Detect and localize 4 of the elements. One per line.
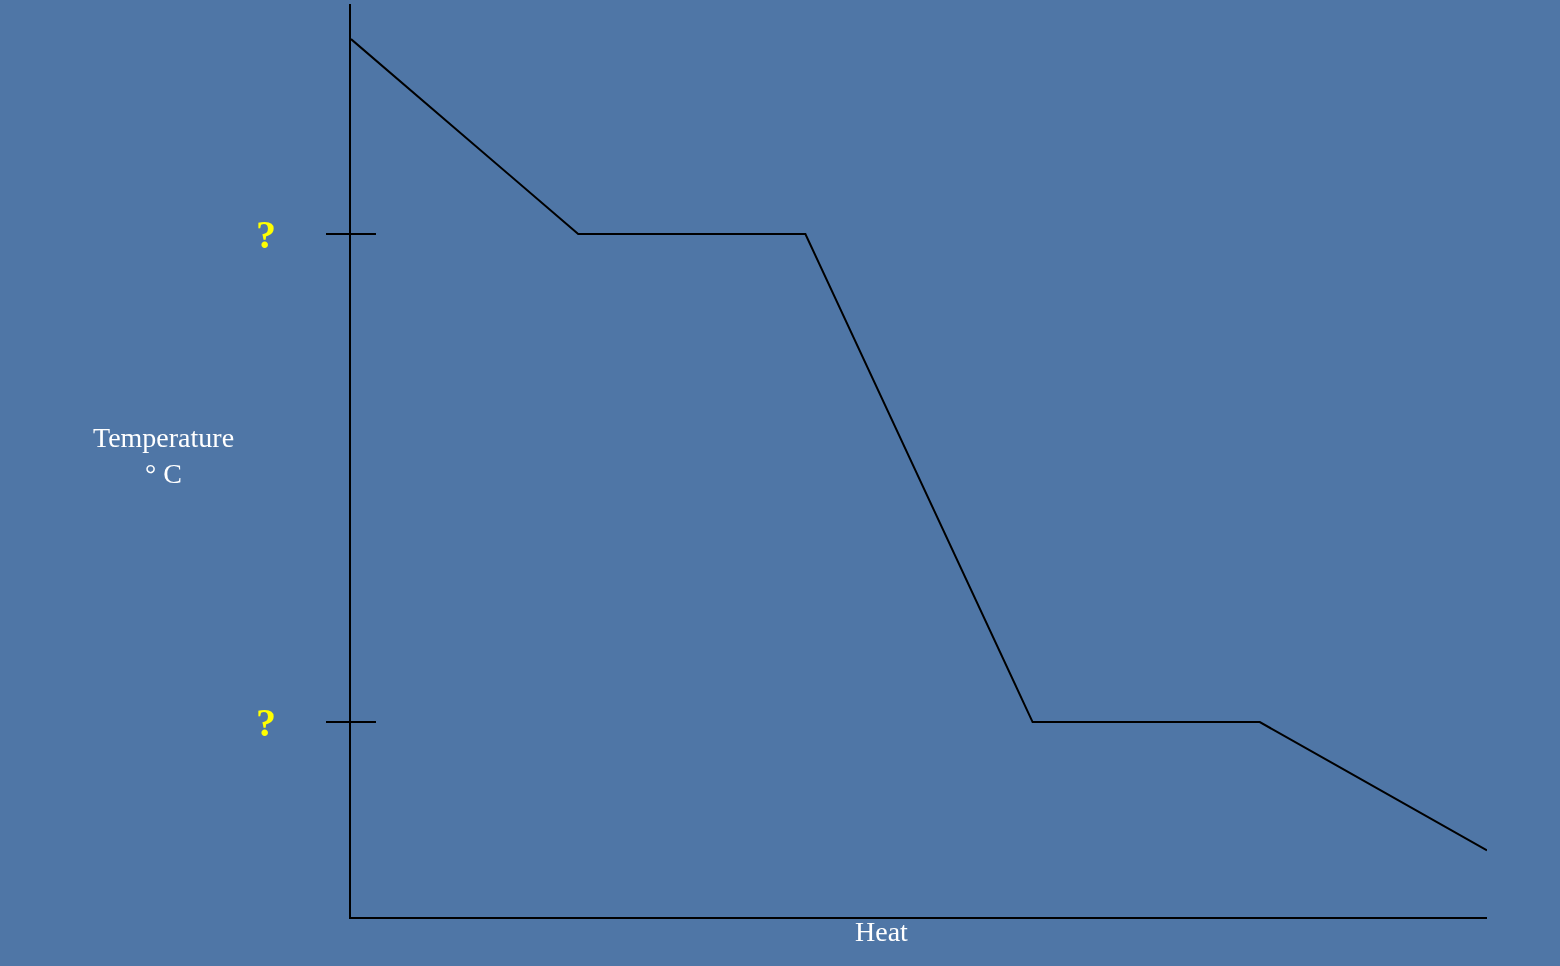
x-axis-title: Heat xyxy=(855,916,909,947)
text: ? xyxy=(256,700,276,745)
y-axis-title: Temperature ° C xyxy=(93,422,235,490)
text: ? xyxy=(256,212,276,257)
